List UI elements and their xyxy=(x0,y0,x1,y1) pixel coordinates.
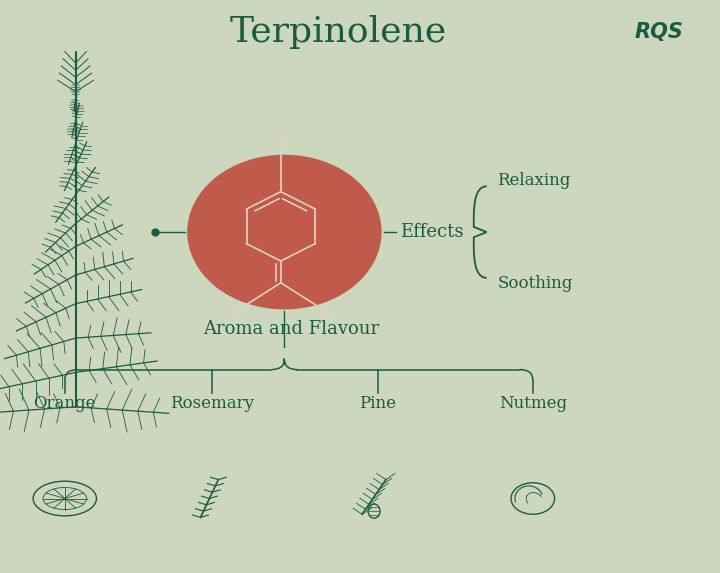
Text: CH₃: CH₃ xyxy=(318,309,333,317)
Text: Nutmeg: Nutmeg xyxy=(499,395,567,413)
Text: Orange: Orange xyxy=(34,395,96,413)
Text: Terpinolene: Terpinolene xyxy=(230,14,447,49)
Text: Soothing: Soothing xyxy=(498,275,573,292)
Text: H₃C: H₃C xyxy=(229,309,243,317)
Text: Pine: Pine xyxy=(359,395,397,413)
Text: Aroma and Flavour: Aroma and Flavour xyxy=(204,320,379,339)
Text: Rosemary: Rosemary xyxy=(171,395,254,413)
Text: Relaxing: Relaxing xyxy=(498,172,571,189)
Text: Effects: Effects xyxy=(400,223,463,241)
Text: RQS: RQS xyxy=(634,22,683,41)
Circle shape xyxy=(187,155,382,309)
Text: CH₃: CH₃ xyxy=(273,138,289,147)
